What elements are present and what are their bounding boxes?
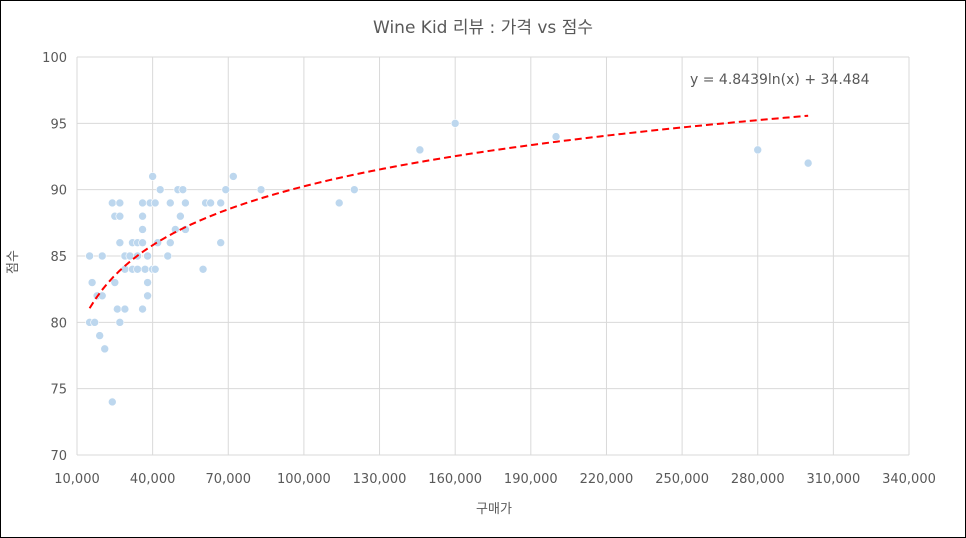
x-axis-ticks: 10,000 40,000 70,000 100,000 130,000 160,000 1… [54,472,936,487]
data-point [143,251,152,261]
data-point [138,211,147,221]
data-point [753,145,763,155]
data-point [216,238,226,248]
data-point [138,304,147,314]
y-tick-label: 85 [50,250,67,265]
data-point [229,172,238,181]
chart-title: Wine Kid 리뷰 : 가격 vs 점수 [373,18,593,38]
data-point [120,264,130,274]
data-point [256,185,266,194]
y-tick-label: 100 [42,51,67,66]
data-point [551,132,561,141]
x-tick-label: 280,000 [731,472,785,487]
data-point [113,304,122,314]
data-point [163,251,173,261]
data-point [450,119,460,128]
y-tick-label: 80 [50,316,67,331]
data-point [85,251,94,261]
data-point [803,158,813,168]
x-tick-label: 40,000 [130,472,176,487]
data-point [350,185,359,194]
data-point [107,397,117,407]
x-tick-label: 160,000 [428,472,482,487]
x-tick-label: 100,000 [277,472,331,487]
data-point [107,198,117,208]
data-point [143,291,152,301]
data-point [334,198,344,208]
y-tick-label: 75 [50,383,67,398]
x-tick-label: 130,000 [353,472,407,487]
data-point [143,278,152,287]
data-point [110,278,120,287]
data-point [115,238,125,248]
y-tick-label: 95 [50,117,67,132]
data-point [206,198,215,208]
data-point [176,211,185,221]
data-point [153,238,162,248]
data-point [115,211,125,221]
data-point [221,185,231,194]
y-axis-ticks: 70 75 80 85 90 95 100 [42,51,67,464]
data-point [216,198,226,208]
data-point [171,225,180,234]
data-point [115,198,125,208]
trendline [88,114,809,309]
data-point [95,331,104,340]
data-point [87,278,97,287]
data-point [165,198,175,208]
data-point [148,172,157,181]
data-point [90,318,99,327]
x-tick-label: 220,000 [580,472,634,487]
data-point [133,264,142,274]
data-point [140,264,150,274]
x-tick-label: 250,000 [655,472,709,487]
data-point [138,225,147,234]
x-tick-label: 10,000 [54,472,100,487]
x-tick-label: 340,000 [882,472,936,487]
data-point [415,145,425,155]
data-point [165,238,175,248]
data-points [85,119,813,407]
data-point [115,318,125,327]
y-axis-label: 점수 [6,250,21,274]
data-point [150,264,160,274]
data-point [97,291,107,301]
data-point [120,304,130,314]
data-point [138,198,147,208]
data-point [100,344,110,354]
y-tick-label: 90 [50,184,67,199]
x-tick-label: 310,000 [806,472,860,487]
data-point [125,251,135,261]
data-point [138,238,147,248]
trendline-equation: y = 4.8439ln(x) + 34.484 [690,72,870,88]
y-tick-label: 70 [50,449,67,464]
data-point [155,185,165,194]
data-point [150,198,160,208]
data-point [178,185,188,194]
x-axis-label: 구매가 [476,502,512,517]
x-tick-label: 70,000 [206,472,252,487]
data-point [97,251,107,261]
gridlines [76,56,910,456]
data-point [198,264,208,274]
x-tick-label: 190,000 [504,472,558,487]
data-point [181,198,190,208]
